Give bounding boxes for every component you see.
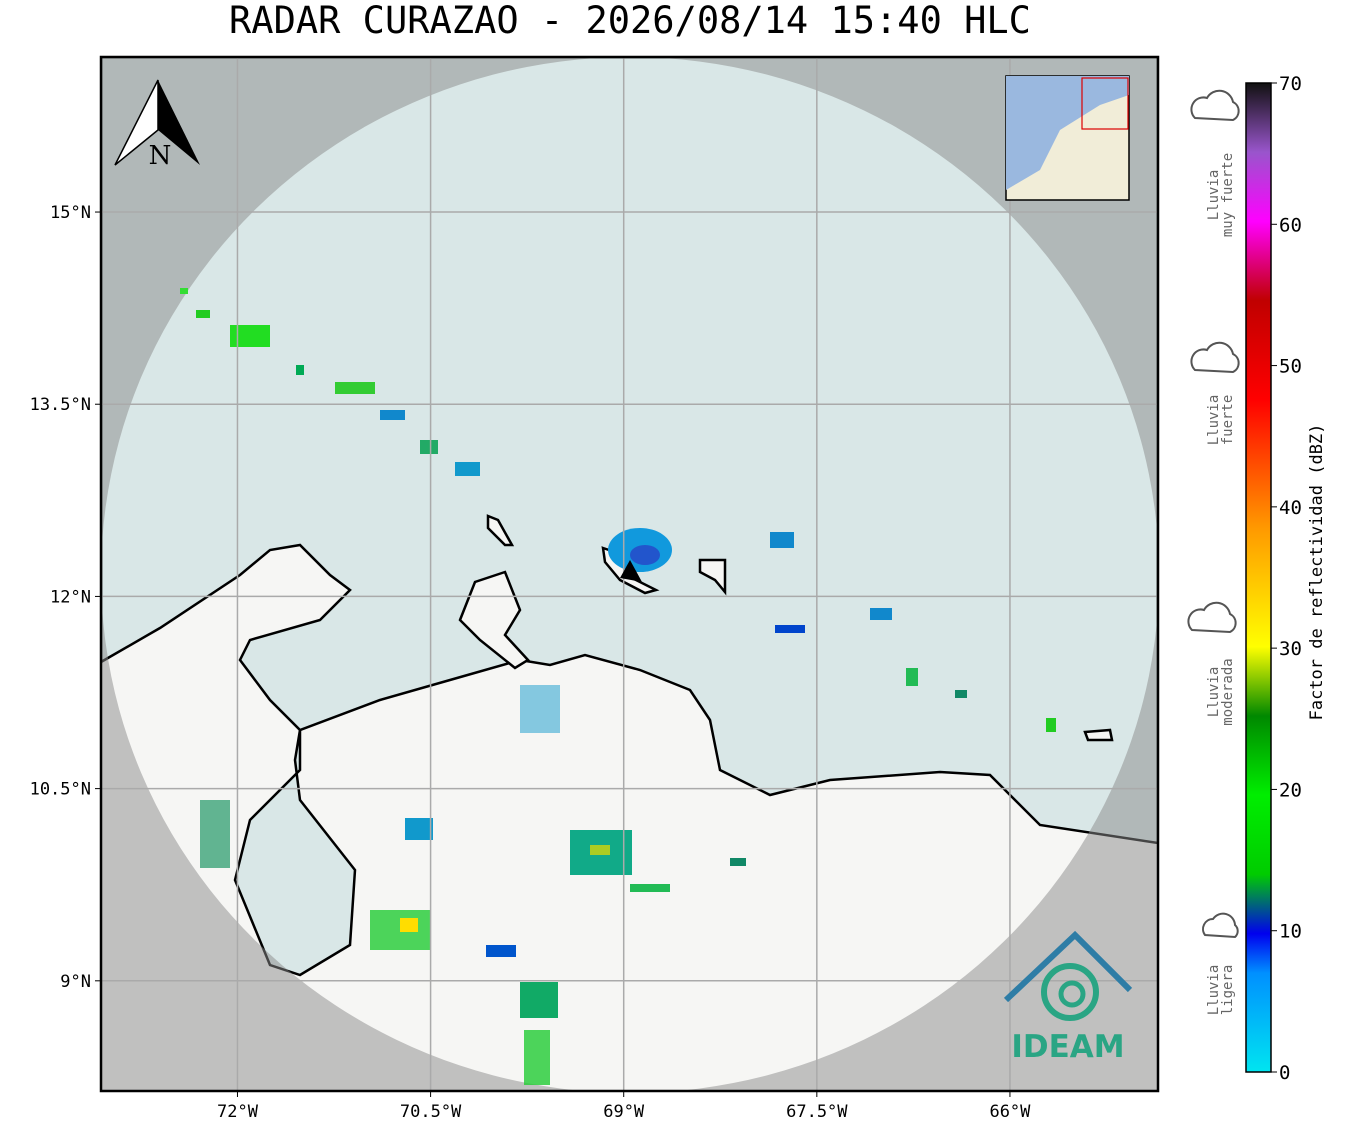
ideam-logo: IDEAM	[1003, 930, 1133, 1065]
map: N IDEAM	[101, 57, 1158, 1091]
echo	[1046, 718, 1056, 732]
echo	[380, 410, 405, 420]
lat-tick-label: 12°N	[50, 587, 91, 607]
colorbar	[1245, 82, 1272, 1073]
radar-site	[620, 560, 642, 582]
echo	[335, 382, 375, 394]
lat-tick-label: 9°N	[60, 972, 91, 992]
colorbar-tick-label: 10	[1279, 921, 1302, 943]
lon-tick-label: 72°W	[217, 1102, 259, 1122]
colorbar-tick-label: 60	[1279, 214, 1302, 236]
lat-tick-label: 10.5°N	[30, 780, 91, 800]
echo	[200, 800, 230, 868]
echo	[520, 982, 558, 1018]
echo	[455, 462, 480, 476]
lat-tick-label: 15°N	[50, 203, 91, 223]
map-frame	[99, 55, 1160, 1093]
legend-label: Lluvia	[1206, 667, 1222, 718]
echo	[400, 918, 418, 932]
north-arrow: N	[114, 79, 200, 171]
title: RADAR CURAZAO - 2026/08/14 15:40 HLC	[229, 0, 1031, 42]
lake-maracaibo	[233, 729, 357, 977]
legend-icons	[1187, 89, 1240, 939]
lon-tick-label: 67.5°W	[786, 1102, 848, 1122]
echo	[296, 365, 304, 375]
echo	[730, 858, 746, 866]
lon-tick-label: 66°W	[989, 1102, 1031, 1122]
axes: 15°N 13.5°N 12°N 10.5°N 9°N 72°W 70.5°W 69°W 67.…	[30, 73, 1302, 1122]
legend-label: muy fuerte	[1220, 153, 1236, 237]
colorbar-tick-label: 0	[1279, 1062, 1290, 1084]
logo-text: IDEAM	[1011, 1029, 1124, 1065]
legend-label: Lluvia	[1206, 395, 1222, 446]
lon-tick-label: 69°W	[603, 1102, 645, 1122]
echo	[955, 690, 967, 698]
echo	[196, 310, 210, 318]
echo	[775, 625, 805, 633]
echo	[486, 945, 516, 957]
echo	[770, 532, 794, 548]
legend-label: Lluvia	[1206, 965, 1222, 1016]
island-margarita	[1083, 728, 1114, 742]
echo	[590, 845, 610, 855]
sea	[101, 57, 1158, 845]
legend-label: ligera	[1220, 965, 1236, 1016]
echo	[520, 685, 560, 733]
echo	[405, 818, 433, 840]
echo	[524, 1030, 550, 1085]
legend-label: Lluvia	[1206, 170, 1222, 221]
colorbar-tick-label: 50	[1279, 356, 1302, 378]
echo	[630, 545, 660, 565]
echo	[180, 288, 188, 294]
echo	[230, 325, 270, 347]
legend-label: moderada	[1220, 658, 1236, 725]
legend-label: fuerte	[1220, 395, 1236, 446]
echo	[420, 440, 438, 454]
echo	[870, 608, 892, 620]
island-bonaire	[698, 558, 727, 596]
north-label: N	[149, 141, 172, 171]
lat-tick-label: 13.5°N	[30, 395, 91, 415]
grid	[101, 57, 1158, 1091]
colorbar-tick-label: 40	[1279, 497, 1302, 519]
colorbar-tick-label: 20	[1279, 779, 1302, 801]
inset-map	[1005, 75, 1130, 201]
colorbar-label: Factor de reflectividad (dBZ)	[1307, 424, 1327, 721]
echo	[906, 668, 918, 686]
lon-tick-label: 70.5°W	[400, 1102, 462, 1122]
colorbar-tick-label: 30	[1279, 638, 1302, 660]
island-aruba	[486, 514, 515, 547]
echo	[630, 884, 670, 892]
colorbar-tick-label: 70	[1279, 73, 1302, 95]
